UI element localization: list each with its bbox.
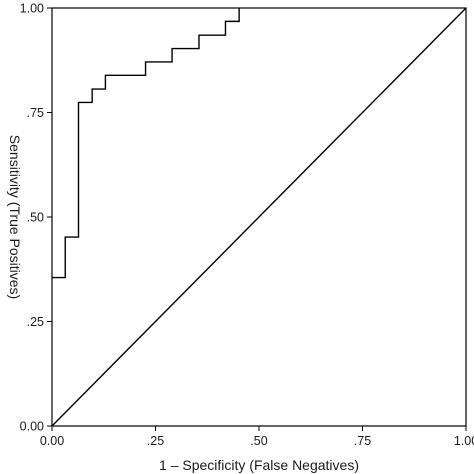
y-tick-label: .25 (27, 315, 44, 329)
plot-area (51, 7, 467, 427)
x-tick-label: 1.00 (454, 434, 474, 448)
axis-ticks (47, 7, 467, 431)
roc-curve-line (52, 8, 240, 279)
tick-labels: 0.00 .25 .50 .75 1.00 0.00 .25 .50 .75 1.00 (20, 2, 474, 449)
reference-diagonal-line (51, 7, 467, 427)
x-tick-label: .25 (147, 434, 164, 448)
y-tick-label: .50 (27, 211, 44, 225)
y-tick-label: .75 (27, 106, 44, 120)
x-axis-title: 1 – Specificity (False Negatives) (159, 457, 359, 473)
y-tick-label: 0.00 (20, 420, 44, 434)
x-tick-label: 0.00 (40, 434, 64, 448)
x-tick-label: .75 (354, 434, 371, 448)
y-tick-label: 1.00 (20, 2, 44, 16)
y-axis-title: Sensitivity (True Positives) (7, 135, 23, 299)
x-tick-label: .50 (250, 434, 267, 448)
